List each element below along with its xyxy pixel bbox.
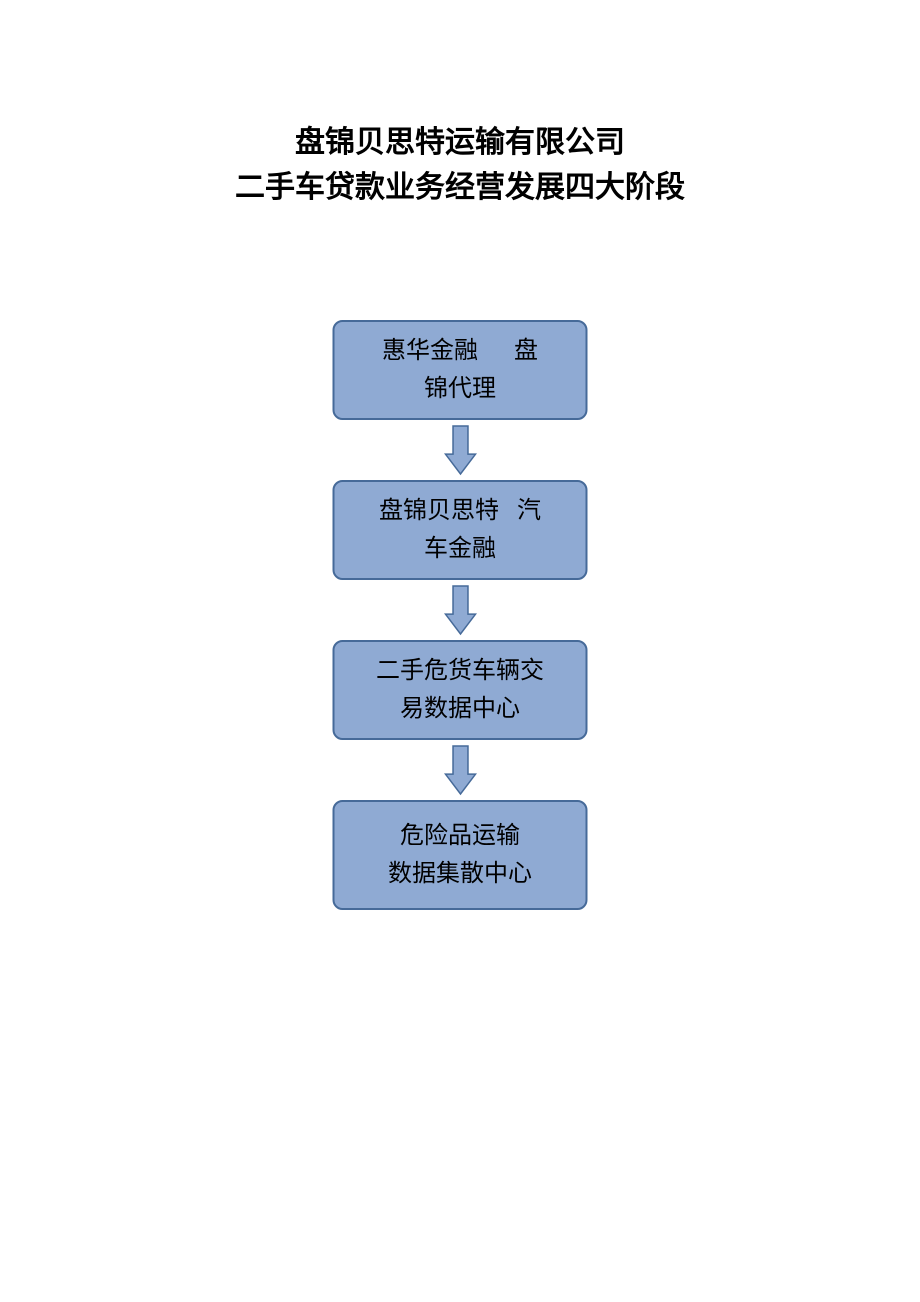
title-line-2: 二手车贷款业务经营发展四大阶段 [0, 165, 920, 210]
flow-node-stage4: 危险品运输数据集散中心 [333, 800, 588, 910]
title-area: 盘锦贝思特运输有限公司 二手车贷款业务经营发展四大阶段 [0, 0, 920, 210]
node-text-line1: 二手危货车辆交 [376, 652, 544, 690]
node-text-line1: 惠华金融 盘 [382, 332, 538, 370]
flow-node-stage2: 盘锦贝思特 汽车金融 [333, 480, 588, 580]
flow-arrow-1 [443, 424, 477, 476]
flow-node-stage3: 二手危货车辆交易数据中心 [333, 640, 588, 740]
flow-arrow-2 [443, 584, 477, 636]
node-text-line1: 盘锦贝思特 汽 [379, 492, 541, 530]
node-text-line2: 车金融 [424, 530, 496, 568]
node-text-line2: 数据集散中心 [388, 855, 532, 893]
flow-arrow-3 [443, 744, 477, 796]
flow-node-stage1: 惠华金融 盘锦代理 [333, 320, 588, 420]
title-line-1: 盘锦贝思特运输有限公司 [0, 120, 920, 165]
node-text-line2: 易数据中心 [400, 690, 520, 728]
node-text-line2: 锦代理 [424, 370, 496, 408]
node-text-line1: 危险品运输 [400, 817, 520, 855]
flowchart: 惠华金融 盘锦代理盘锦贝思特 汽车金融二手危货车辆交易数据中心危险品运输数据集散… [333, 320, 588, 910]
